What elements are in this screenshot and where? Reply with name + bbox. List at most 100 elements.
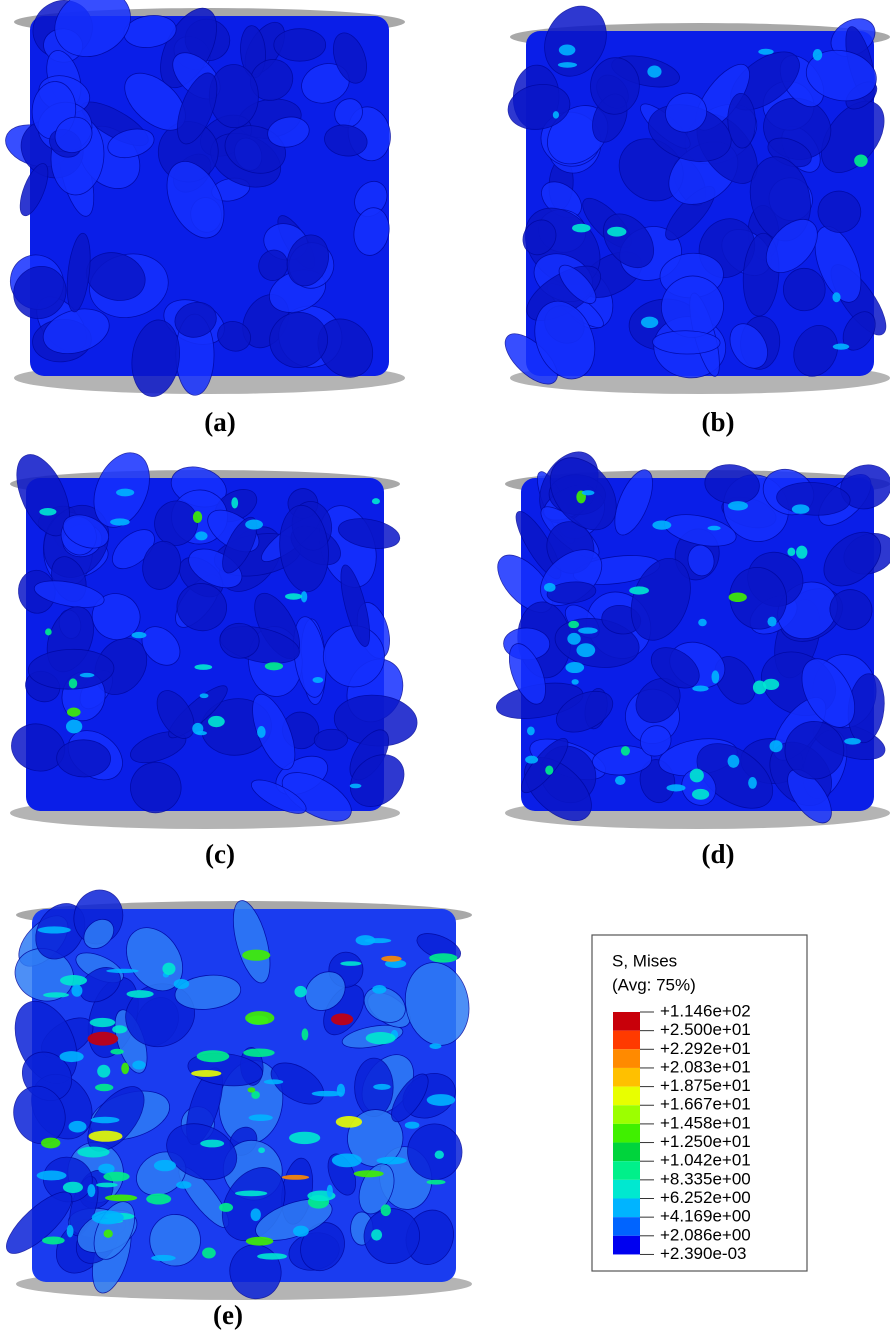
legend-swatch (613, 1012, 640, 1031)
legend-label: +8.335e+00 (660, 1169, 751, 1188)
stress-spot (77, 1146, 110, 1158)
particle (784, 721, 845, 780)
stress-spot (629, 586, 649, 595)
particle (556, 690, 614, 733)
particle (269, 312, 328, 368)
stress-spot (162, 962, 176, 976)
particle (33, 580, 105, 608)
panel-label: (e) (213, 1300, 243, 1330)
particle (177, 72, 218, 145)
legend-label: +6.252e+00 (660, 1188, 751, 1207)
particle (544, 5, 607, 77)
stress-spot (281, 1174, 310, 1180)
stress-spot (251, 1090, 260, 1099)
stress-spot (245, 519, 263, 530)
stress-spot (301, 1028, 309, 1041)
stress-spot (248, 1114, 273, 1122)
stress-spot (380, 1204, 391, 1217)
stress-spot (173, 978, 190, 989)
stress-spot (557, 62, 578, 68)
legend-swatch (613, 1086, 640, 1106)
stress-spot (293, 1225, 309, 1237)
particle (817, 190, 862, 233)
particle (27, 648, 115, 690)
particle (300, 1222, 345, 1272)
particle (281, 772, 352, 822)
particle (391, 1073, 429, 1123)
stress-spot (526, 726, 535, 736)
particle (404, 962, 470, 1046)
stress-spot (36, 1170, 67, 1181)
particle (141, 626, 181, 666)
particle (829, 589, 873, 631)
simulation-image (504, 5, 890, 394)
particle (639, 725, 672, 757)
stress-spot (372, 985, 387, 994)
stress-spot (264, 662, 284, 671)
stress-spot (121, 1062, 130, 1075)
legend-label: +1.667e+01 (660, 1095, 751, 1114)
stress-spot (196, 1050, 230, 1063)
stress-spot (620, 746, 630, 756)
particle (217, 321, 252, 352)
particle (56, 739, 111, 778)
particle (558, 264, 597, 304)
stress-spot (91, 1210, 124, 1225)
simulation-image (6, 889, 472, 1300)
particle (363, 986, 406, 1023)
stress-spot (666, 784, 686, 792)
stress-spot (45, 628, 52, 636)
particle (166, 161, 225, 239)
stress-spot (200, 1139, 225, 1148)
particle (286, 234, 329, 287)
particle (407, 1123, 463, 1181)
stress-spot (146, 1193, 172, 1205)
stress-spot (355, 935, 376, 946)
stress-spot (90, 1116, 120, 1124)
legend-label: +2.086e+00 (660, 1225, 751, 1244)
stress-spot (762, 678, 780, 690)
stress-spot (43, 992, 70, 998)
panel-label: (b) (702, 407, 735, 437)
stress-spot (434, 1150, 444, 1159)
stress-spot (285, 593, 303, 600)
stress-spot (312, 676, 324, 683)
stress-spot (106, 968, 139, 973)
stress-spot (96, 1182, 118, 1188)
stress-spot (647, 65, 662, 78)
stress-spot (219, 1202, 234, 1212)
stress-spot (711, 670, 720, 684)
stress-spot (567, 632, 581, 645)
stress-spot (565, 662, 585, 674)
particle (614, 469, 653, 536)
particle (91, 593, 141, 641)
stress-spot (88, 1130, 123, 1142)
particle (317, 318, 374, 378)
stress-spot (568, 620, 580, 629)
stress-spot (571, 679, 579, 685)
particle (793, 325, 839, 377)
particle (252, 693, 296, 771)
stress-spot (245, 1236, 274, 1246)
legend-swatch (613, 1105, 640, 1124)
stress-spot (543, 582, 556, 592)
stress-spot (41, 1137, 61, 1149)
legend-subtitle: (Avg: 75%) (612, 975, 696, 994)
particle (174, 301, 217, 338)
stress-spot (365, 1031, 396, 1045)
particle (842, 311, 876, 351)
legend-swatch (613, 1067, 640, 1087)
particle (6, 1191, 73, 1254)
stress-spot (71, 984, 83, 997)
stress-spot (247, 1087, 256, 1093)
stress-spot (231, 497, 239, 509)
particle (166, 1123, 238, 1181)
particle (54, 116, 93, 153)
stress-spot (652, 520, 672, 530)
particle (156, 690, 195, 739)
particle (814, 225, 862, 303)
stress-spot (89, 1017, 116, 1028)
stress-spot (192, 722, 204, 735)
particle (131, 319, 180, 397)
panel-label: (a) (204, 407, 235, 437)
